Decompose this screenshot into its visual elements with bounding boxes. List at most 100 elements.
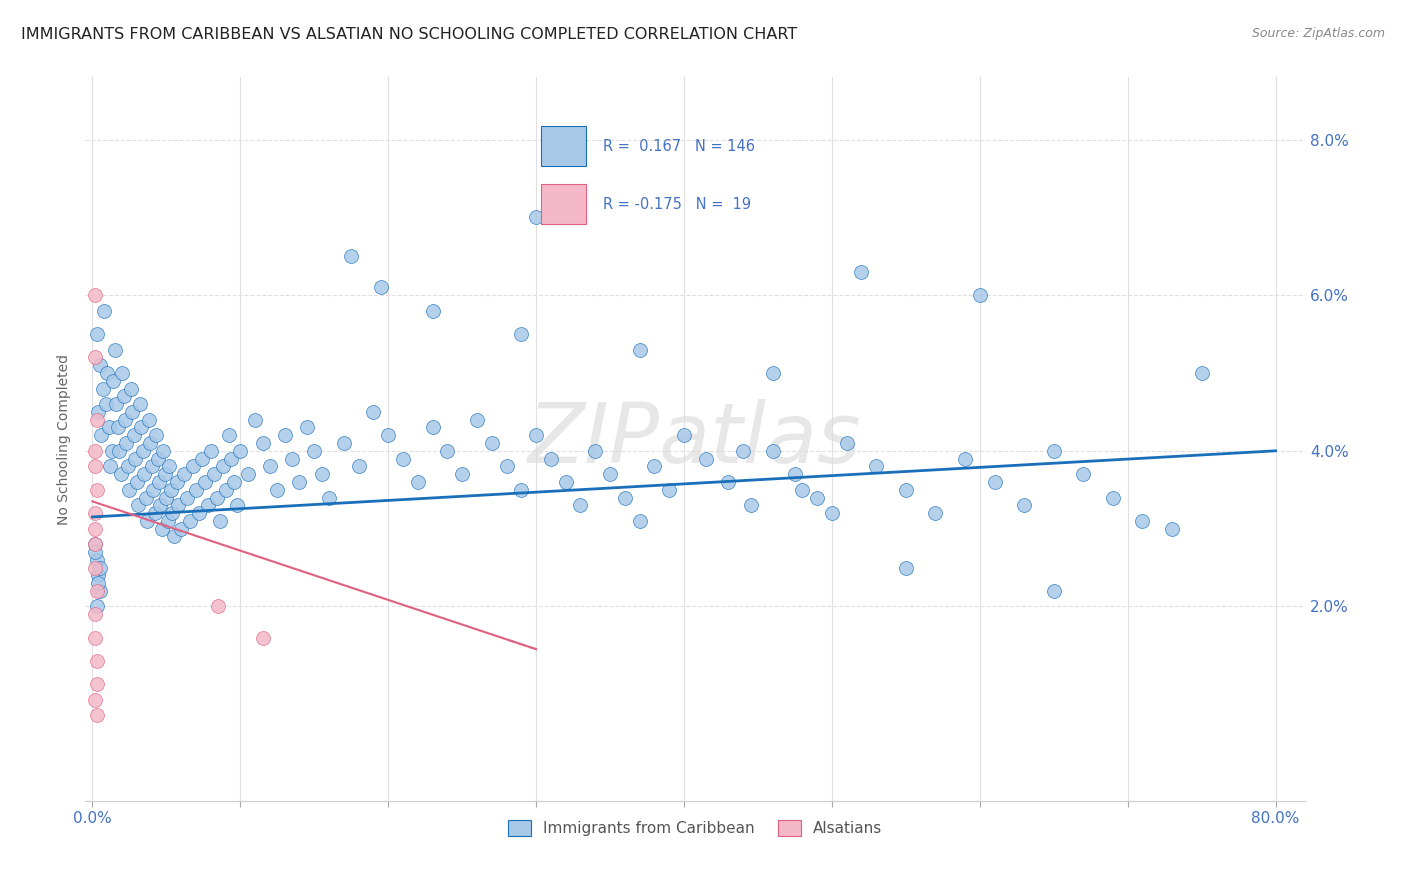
Text: Source: ZipAtlas.com: Source: ZipAtlas.com — [1251, 27, 1385, 40]
Point — [97, 420, 120, 434]
Point — [392, 451, 415, 466]
Point — [146, 451, 169, 466]
Point — [311, 467, 333, 482]
Point — [599, 467, 621, 482]
Point — [205, 491, 228, 505]
Point — [179, 514, 201, 528]
Point — [273, 428, 295, 442]
Point — [865, 459, 887, 474]
Point — [105, 397, 128, 411]
Point — [89, 358, 111, 372]
Point — [1012, 498, 1035, 512]
Point — [1132, 514, 1154, 528]
Point — [100, 443, 122, 458]
Point — [481, 436, 503, 450]
Point — [87, 405, 110, 419]
Point — [111, 366, 134, 380]
Point — [86, 553, 108, 567]
Point — [643, 459, 665, 474]
Point — [89, 583, 111, 598]
Point — [104, 343, 127, 357]
Point — [200, 443, 222, 458]
Point — [1042, 583, 1064, 598]
Point — [583, 443, 606, 458]
Point — [86, 413, 108, 427]
Point — [281, 451, 304, 466]
Point — [108, 443, 131, 458]
Point — [806, 491, 828, 505]
Point — [1191, 366, 1213, 380]
Point — [783, 467, 806, 482]
Point — [465, 413, 488, 427]
Point — [127, 498, 149, 512]
Point — [96, 366, 118, 380]
Point — [156, 514, 179, 528]
Point — [1161, 522, 1184, 536]
Point — [229, 443, 252, 458]
Point — [84, 351, 107, 365]
Point — [969, 288, 991, 302]
Point — [125, 475, 148, 489]
Point — [363, 405, 385, 419]
Point — [187, 506, 209, 520]
Point — [142, 483, 165, 497]
Point — [135, 491, 157, 505]
Point — [94, 397, 117, 411]
Point — [370, 280, 392, 294]
Point — [347, 459, 370, 474]
Point — [84, 537, 107, 551]
Point — [524, 211, 547, 225]
Point — [540, 451, 562, 466]
Point — [191, 451, 214, 466]
Point — [86, 654, 108, 668]
Point — [422, 303, 444, 318]
Point — [894, 483, 917, 497]
Point — [194, 475, 217, 489]
Point — [139, 436, 162, 450]
Point — [176, 491, 198, 505]
Point — [554, 475, 576, 489]
Point — [114, 413, 136, 427]
Point — [792, 483, 814, 497]
Point — [152, 443, 174, 458]
Point — [318, 491, 340, 505]
Point — [117, 459, 139, 474]
Point — [377, 428, 399, 442]
Point — [121, 405, 143, 419]
Point — [84, 560, 107, 574]
Point — [84, 506, 107, 520]
Point — [86, 599, 108, 614]
Point — [762, 443, 785, 458]
Point — [218, 428, 240, 442]
Point — [208, 514, 231, 528]
Point — [129, 420, 152, 434]
Point — [89, 560, 111, 574]
Point — [173, 467, 195, 482]
Point — [259, 459, 281, 474]
Point — [93, 303, 115, 318]
Point — [86, 327, 108, 342]
Point — [288, 475, 311, 489]
Point — [128, 397, 150, 411]
Point — [90, 428, 112, 442]
Point — [295, 420, 318, 434]
Point — [163, 529, 186, 543]
Point — [148, 475, 170, 489]
Point — [138, 413, 160, 427]
Point — [157, 459, 180, 474]
Point — [84, 537, 107, 551]
Point — [835, 436, 858, 450]
Point — [406, 475, 429, 489]
Point — [1042, 443, 1064, 458]
Point — [333, 436, 356, 450]
Point — [224, 475, 246, 489]
Point — [122, 428, 145, 442]
Point — [740, 498, 762, 512]
Point — [184, 483, 207, 497]
Point — [136, 514, 159, 528]
Text: ZIPatlas: ZIPatlas — [529, 399, 862, 480]
Point — [1101, 491, 1123, 505]
Point — [197, 498, 219, 512]
Point — [141, 459, 163, 474]
Point — [451, 467, 474, 482]
